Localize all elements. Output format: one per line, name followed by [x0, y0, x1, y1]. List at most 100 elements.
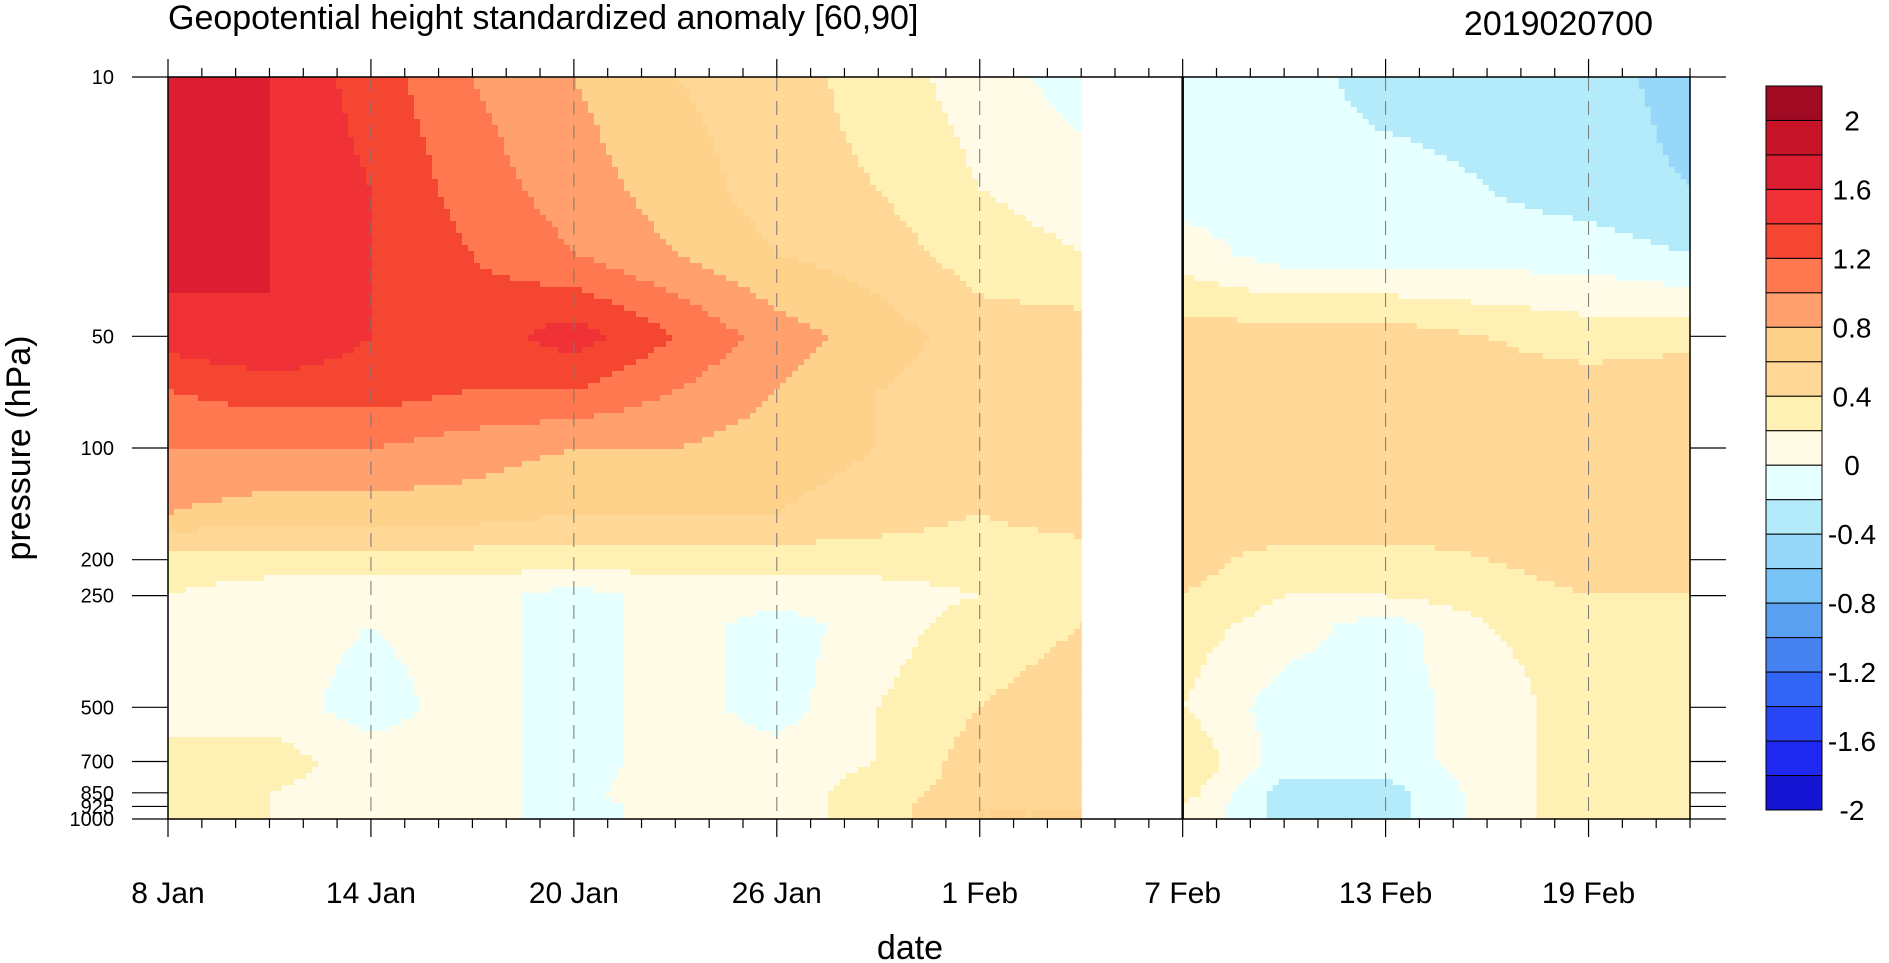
field-cell	[168, 659, 175, 666]
field-cell	[348, 377, 355, 384]
field-cell	[390, 581, 397, 588]
field-cell	[402, 671, 409, 678]
field-cell	[348, 659, 355, 666]
field-cell	[408, 185, 415, 192]
field-cell	[168, 497, 175, 504]
field-cell	[342, 347, 349, 354]
field-cell	[390, 503, 397, 510]
field-cell	[192, 635, 199, 642]
field-cell	[264, 401, 271, 408]
field-cell	[300, 761, 307, 768]
field-cell	[258, 329, 265, 336]
field-cell	[210, 407, 217, 414]
field-cell	[288, 191, 295, 198]
field-cell	[198, 437, 205, 444]
field-cell	[240, 533, 247, 540]
field-cell	[402, 89, 409, 96]
field-cell	[348, 341, 355, 348]
field-cell	[372, 215, 379, 222]
field-cell	[180, 497, 187, 504]
field-cell	[300, 113, 307, 120]
field-cell	[216, 365, 223, 372]
field-cell	[378, 389, 385, 396]
field-cell	[240, 479, 247, 486]
field-cell	[180, 743, 187, 750]
field-cell	[300, 755, 307, 762]
field-cell	[378, 383, 385, 390]
field-cell	[192, 665, 199, 672]
field-cell	[180, 377, 187, 384]
field-cell	[174, 191, 181, 198]
field-cell	[348, 359, 355, 366]
field-cell	[252, 383, 259, 390]
field-cell	[342, 353, 349, 360]
field-cell	[312, 557, 319, 564]
field-cell	[168, 209, 175, 216]
field-cell	[372, 617, 379, 624]
field-cell	[276, 689, 283, 696]
field-cell	[234, 83, 241, 90]
field-cell	[222, 527, 229, 534]
field-cell	[228, 737, 235, 744]
field-cell	[270, 521, 277, 528]
field-cell	[240, 593, 247, 600]
field-cell	[186, 755, 193, 762]
field-cell	[366, 587, 373, 594]
field-cell	[342, 641, 349, 648]
field-cell	[234, 209, 241, 216]
field-cell	[384, 593, 391, 600]
field-cell	[318, 485, 325, 492]
field-cell	[204, 209, 211, 216]
field-cell	[360, 167, 367, 174]
field-cell	[240, 197, 247, 204]
field-cell	[390, 677, 397, 684]
field-cell	[186, 155, 193, 162]
field-cell	[222, 749, 229, 756]
field-cell	[384, 725, 391, 732]
field-cell	[234, 131, 241, 138]
field-cell	[366, 299, 373, 306]
field-cell	[384, 215, 391, 222]
field-cell	[336, 407, 343, 414]
field-cell	[348, 383, 355, 390]
field-cell	[300, 749, 307, 756]
field-cell	[366, 707, 373, 714]
field-cell	[270, 545, 277, 552]
field-cell	[336, 245, 343, 252]
field-cell	[246, 587, 253, 594]
field-cell	[168, 143, 175, 150]
field-cell	[402, 581, 409, 588]
field-cell	[360, 767, 367, 774]
field-cell	[294, 665, 301, 672]
field-cell	[384, 539, 391, 546]
field-cell	[318, 323, 325, 330]
field-cell	[270, 749, 277, 756]
field-cell	[336, 431, 343, 438]
field-cell	[372, 413, 379, 420]
field-cell	[336, 299, 343, 306]
field-cell	[276, 155, 283, 162]
field-cell	[384, 599, 391, 606]
field-cell	[168, 449, 175, 456]
field-cell	[282, 455, 289, 462]
field-cell	[210, 587, 217, 594]
field-cell	[360, 503, 367, 510]
field-cell	[180, 269, 187, 276]
field-cell	[366, 281, 373, 288]
field-cell	[204, 263, 211, 270]
field-cell	[342, 575, 349, 582]
field-cell	[246, 593, 253, 600]
field-cell	[222, 743, 229, 750]
field-cell	[312, 569, 319, 576]
field-cell	[258, 341, 265, 348]
field-cell	[228, 509, 235, 516]
field-cell	[384, 365, 391, 372]
field-cell	[222, 725, 229, 732]
field-cell	[222, 275, 229, 282]
field-cell	[366, 539, 373, 546]
field-cell	[396, 701, 403, 708]
field-cell	[354, 155, 361, 162]
field-cell	[366, 185, 373, 192]
field-cell	[324, 581, 331, 588]
field-cell	[174, 185, 181, 192]
